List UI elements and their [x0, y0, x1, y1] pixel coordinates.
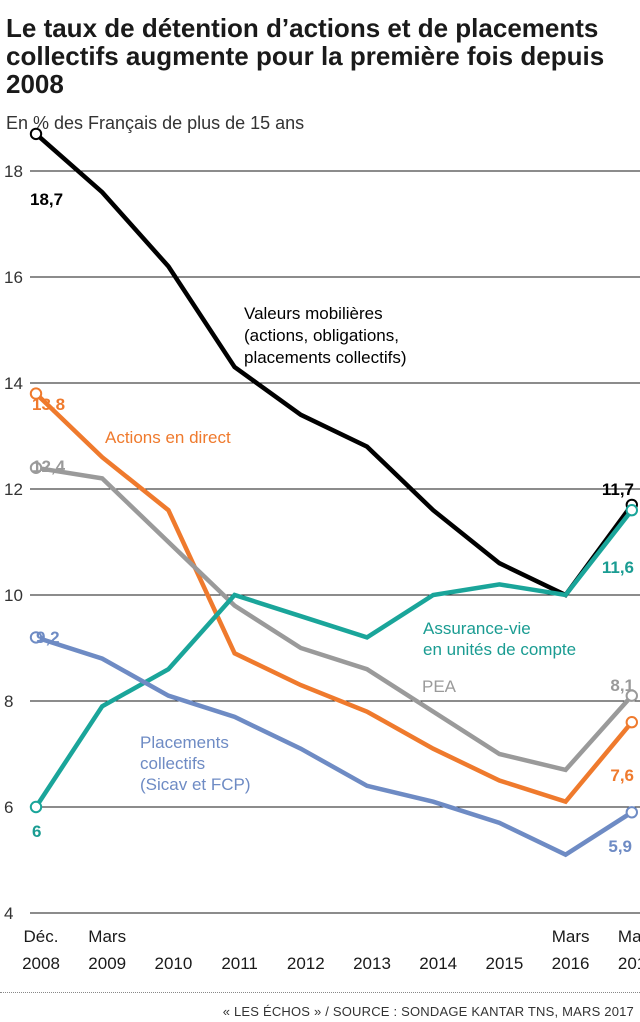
y-tick-label: 4 — [4, 904, 13, 923]
x-tick-label: 2012 — [287, 954, 325, 973]
source-divider — [0, 992, 640, 993]
series-label-placements-collectifs: Placements — [140, 733, 229, 752]
series-label-valeurs-mobilieres: placements collectifs) — [244, 348, 407, 367]
data-point-marker — [29, 127, 43, 141]
x-tick-label: 2013 — [353, 954, 391, 973]
x-tick-labels: Déc. 2008 Mars 2009 2010 2011 2012 2013 2014 2015… — [22, 927, 640, 973]
y-tick-label: 18 — [4, 162, 23, 181]
series-label-placements-collectifs: (Sicav et FCP) — [140, 775, 251, 794]
data-point-marker — [625, 716, 638, 729]
data-point-marker — [29, 800, 43, 814]
series-label-placements-collectifs: collectifs — [140, 754, 205, 773]
series-lines — [34, 132, 634, 858]
x-tick-label: 2011 — [221, 954, 258, 973]
x-tick-label: 2017 — [618, 954, 640, 973]
x-tick-label: Mars — [88, 927, 126, 946]
line-chart: 4 6 8 10 12 14 16 18 Déc. 2008 Mars 2009 2010 2011 20… — [4, 127, 640, 973]
y-tick-label: 8 — [4, 692, 13, 711]
series-label-valeurs-mobilieres: Valeurs mobilières — [244, 304, 383, 323]
x-tick-label: 2008 — [22, 954, 60, 973]
series-label-pea: PEA — [422, 677, 457, 696]
data-label: 13,8 — [32, 395, 65, 414]
x-tick-label: 2010 — [154, 954, 192, 973]
series-label-assurance-vie: en unités de compte — [423, 640, 576, 659]
x-tick-label: Déc. — [24, 927, 59, 946]
x-tick-label: 2016 — [552, 954, 590, 973]
x-tick-label: Mars — [618, 927, 640, 946]
series-label-valeurs-mobilieres: (actions, obligations, — [244, 326, 399, 345]
data-label: 8,1 — [610, 676, 634, 695]
series-line-pea — [35, 465, 634, 773]
series-label-assurance-vie: Assurance-vie — [423, 619, 531, 638]
data-label: 5,9 — [608, 837, 632, 856]
y-tick-label: 6 — [4, 798, 13, 817]
end-markers — [29, 127, 638, 819]
data-point-marker — [29, 631, 43, 644]
data-label: 11,7 — [602, 480, 634, 499]
series-line-placements-collectifs-sicav-et-fcp — [35, 635, 634, 858]
data-label: 6 — [32, 822, 41, 841]
data-point-marker — [29, 461, 43, 474]
y-tick-label: 14 — [4, 374, 23, 393]
series-line-actions-en-direct — [34, 391, 634, 805]
x-tick-label: 2014 — [419, 954, 457, 973]
data-point-marker — [29, 387, 43, 400]
data-point-marker — [625, 689, 638, 702]
series-line-assurance-vie-en-unites-de-compte — [34, 508, 634, 809]
y-tick-label: 16 — [4, 268, 23, 287]
chart-subtitle: En % des Français de plus de 15 ans — [6, 113, 305, 133]
series-label-actions-en-direct: Actions en direct — [105, 428, 231, 447]
y-tick-labels: 4 6 8 10 12 14 16 18 — [4, 162, 23, 923]
series-line-valeurs-mobilieres-actions-obligations-placements-collectifs — [34, 132, 634, 598]
x-tick-label: Mars — [552, 927, 590, 946]
data-label: 7,6 — [610, 766, 634, 785]
data-label: 9,2 — [36, 628, 60, 647]
data-point-marker — [625, 504, 638, 517]
data-label: 12,4 — [32, 457, 66, 476]
chart-title: Le taux de détention d’actions et de pla… — [6, 13, 605, 99]
data-point-marker — [625, 806, 638, 819]
x-tick-label: 2015 — [485, 954, 523, 973]
y-gridlines — [30, 170, 640, 914]
y-tick-label: 10 — [4, 586, 23, 605]
data-label: 11,6 — [602, 558, 634, 577]
x-tick-label: 2009 — [88, 954, 126, 973]
source-credit: « LES ÉCHOS » / SOURCE : SONDAGE KANTAR … — [222, 1004, 634, 1019]
annotations: Valeurs mobilières (actions, obligations,… — [30, 190, 634, 856]
y-tick-label: 12 — [4, 480, 23, 499]
data-label: 18,7 — [30, 190, 63, 209]
